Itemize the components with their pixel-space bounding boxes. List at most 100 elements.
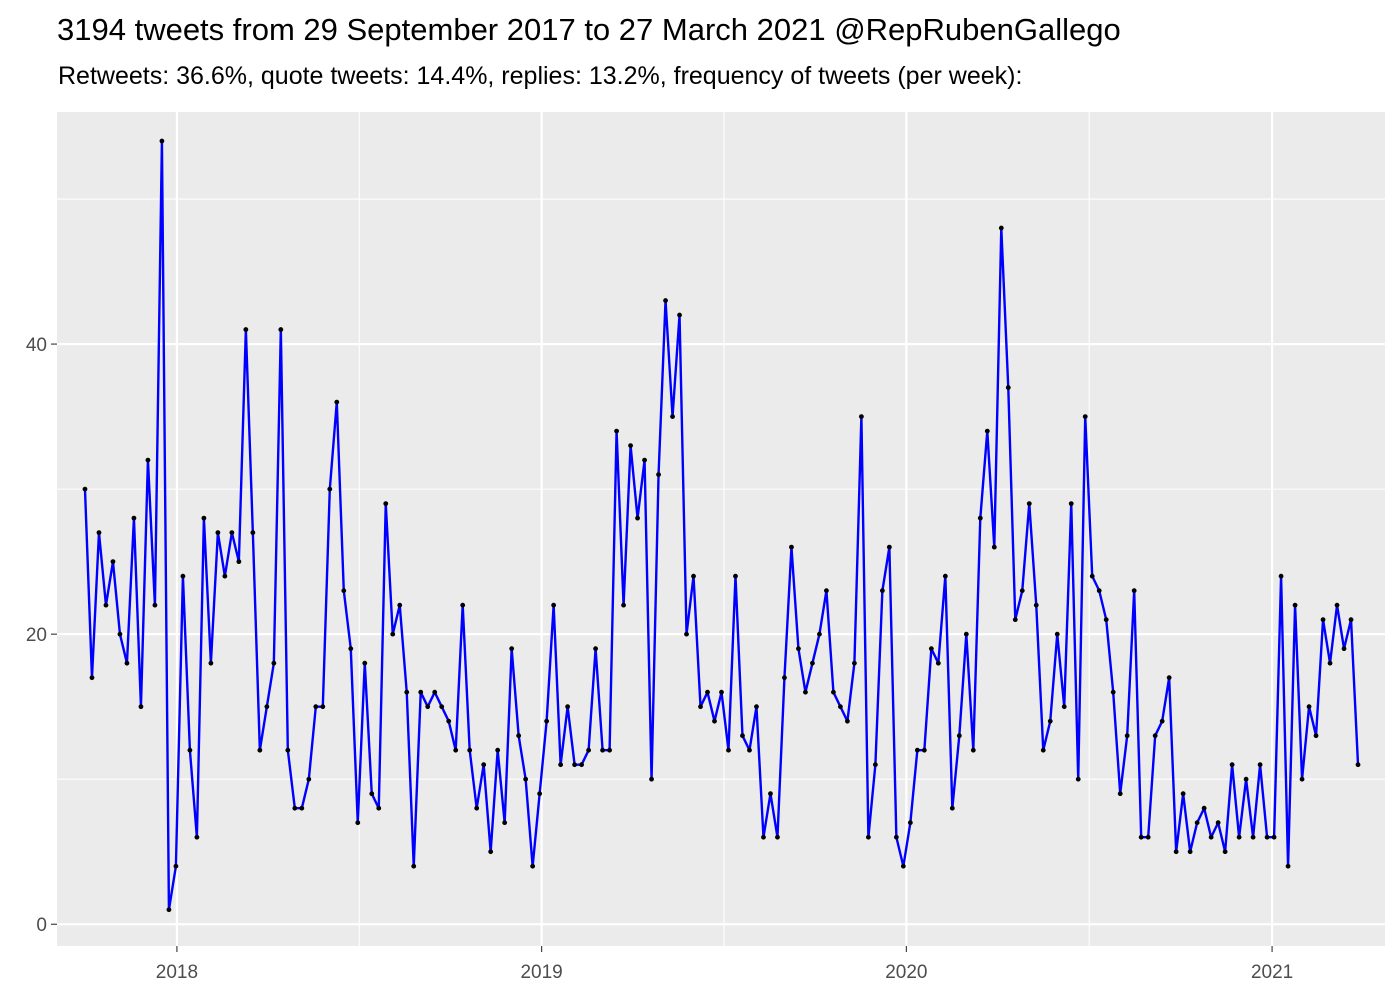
data-point: [1012, 617, 1018, 623]
data-point: [1201, 805, 1207, 811]
data-point: [425, 704, 431, 710]
data-point: [1341, 646, 1347, 652]
data-point: [516, 733, 522, 739]
data-point: [285, 747, 291, 753]
data-point: [474, 805, 480, 811]
data-point: [208, 660, 214, 666]
axis-layer: 0 20 40 2018 2019 2020 2021: [26, 335, 1293, 983]
data-point: [614, 428, 619, 434]
y-tick-label: 20: [26, 625, 47, 646]
data-point: [166, 907, 172, 913]
data-point: [1110, 689, 1116, 695]
data-point: [1117, 791, 1123, 797]
data-point: [698, 704, 703, 710]
data-point: [103, 602, 109, 608]
data-point: [914, 747, 920, 753]
data-point: [82, 486, 88, 492]
data-point: [348, 646, 354, 652]
data-point: [565, 704, 571, 710]
data-point: [257, 747, 263, 753]
data-point: [963, 631, 969, 637]
data-point: [1131, 588, 1137, 594]
data-point: [1159, 718, 1165, 724]
data-point: [1138, 834, 1144, 840]
data-point: [145, 457, 151, 463]
data-point: [1068, 501, 1074, 507]
data-point: [446, 718, 452, 724]
data-point: [173, 863, 179, 869]
x-tick-label: 2019: [520, 962, 562, 983]
data-point: [579, 762, 584, 768]
data-point: [893, 834, 899, 840]
data-point: [705, 689, 710, 695]
data-point: [1355, 762, 1361, 768]
data-point: [89, 675, 95, 681]
data-point: [341, 588, 347, 594]
y-tick-label: 40: [26, 335, 47, 356]
data-point: [1166, 675, 1172, 681]
data-point: [362, 660, 368, 666]
data-point: [306, 776, 312, 782]
data-point: [1222, 849, 1228, 855]
data-point: [719, 689, 724, 695]
data-point: [852, 660, 857, 666]
data-point: [124, 660, 130, 666]
data-point: [1257, 762, 1263, 768]
data-point: [740, 733, 745, 739]
data-point: [229, 530, 235, 536]
data-point: [418, 689, 424, 695]
data-point: [180, 573, 186, 579]
data-point: [327, 486, 333, 492]
data-point: [1152, 733, 1158, 739]
data-point: [838, 704, 843, 710]
x-tick-label: 2018: [156, 962, 198, 983]
data-point: [803, 689, 808, 695]
data-point: [865, 834, 871, 840]
data-point: [1033, 602, 1039, 608]
data-point: [432, 689, 438, 695]
chart-subtitle: Retweets: 36.6%, quote tweets: 14.4%, re…: [58, 62, 1023, 90]
data-point: [250, 530, 256, 536]
data-point: [733, 573, 738, 579]
data-point: [1075, 776, 1081, 782]
data-point: [872, 762, 878, 768]
data-point: [460, 602, 466, 608]
data-point: [642, 457, 647, 463]
data-point: [187, 747, 193, 753]
data-point: [824, 588, 829, 594]
data-point: [194, 834, 200, 840]
data-point: [313, 704, 319, 710]
data-point: [1082, 414, 1088, 419]
data-point: [607, 747, 612, 753]
data-point: [977, 515, 983, 521]
data-point: [949, 805, 955, 811]
data-point: [138, 704, 144, 710]
data-point: [488, 849, 494, 855]
y-tick-label: 0: [36, 915, 47, 936]
data-point: [320, 704, 326, 710]
data-point: [621, 602, 626, 608]
data-point: [1285, 863, 1291, 869]
data-point: [236, 559, 242, 565]
data-point: [222, 573, 228, 579]
data-point: [411, 863, 417, 869]
data-point: [1271, 834, 1277, 840]
data-point: [775, 834, 780, 840]
data-point: [677, 312, 682, 318]
data-point: [1264, 834, 1270, 840]
data-point: [96, 530, 102, 536]
data-point: [495, 747, 501, 753]
data-point: [243, 327, 249, 332]
data-point: [684, 631, 689, 637]
data-point: [1124, 733, 1130, 739]
data-point: [1040, 747, 1046, 753]
data-point: [215, 530, 221, 536]
data-point: [942, 573, 948, 579]
data-point: [509, 646, 515, 652]
data-point: [530, 863, 536, 869]
data-point: [691, 573, 696, 579]
data-point: [1061, 704, 1067, 710]
data-point: [1194, 820, 1200, 826]
data-point: [1026, 501, 1032, 507]
